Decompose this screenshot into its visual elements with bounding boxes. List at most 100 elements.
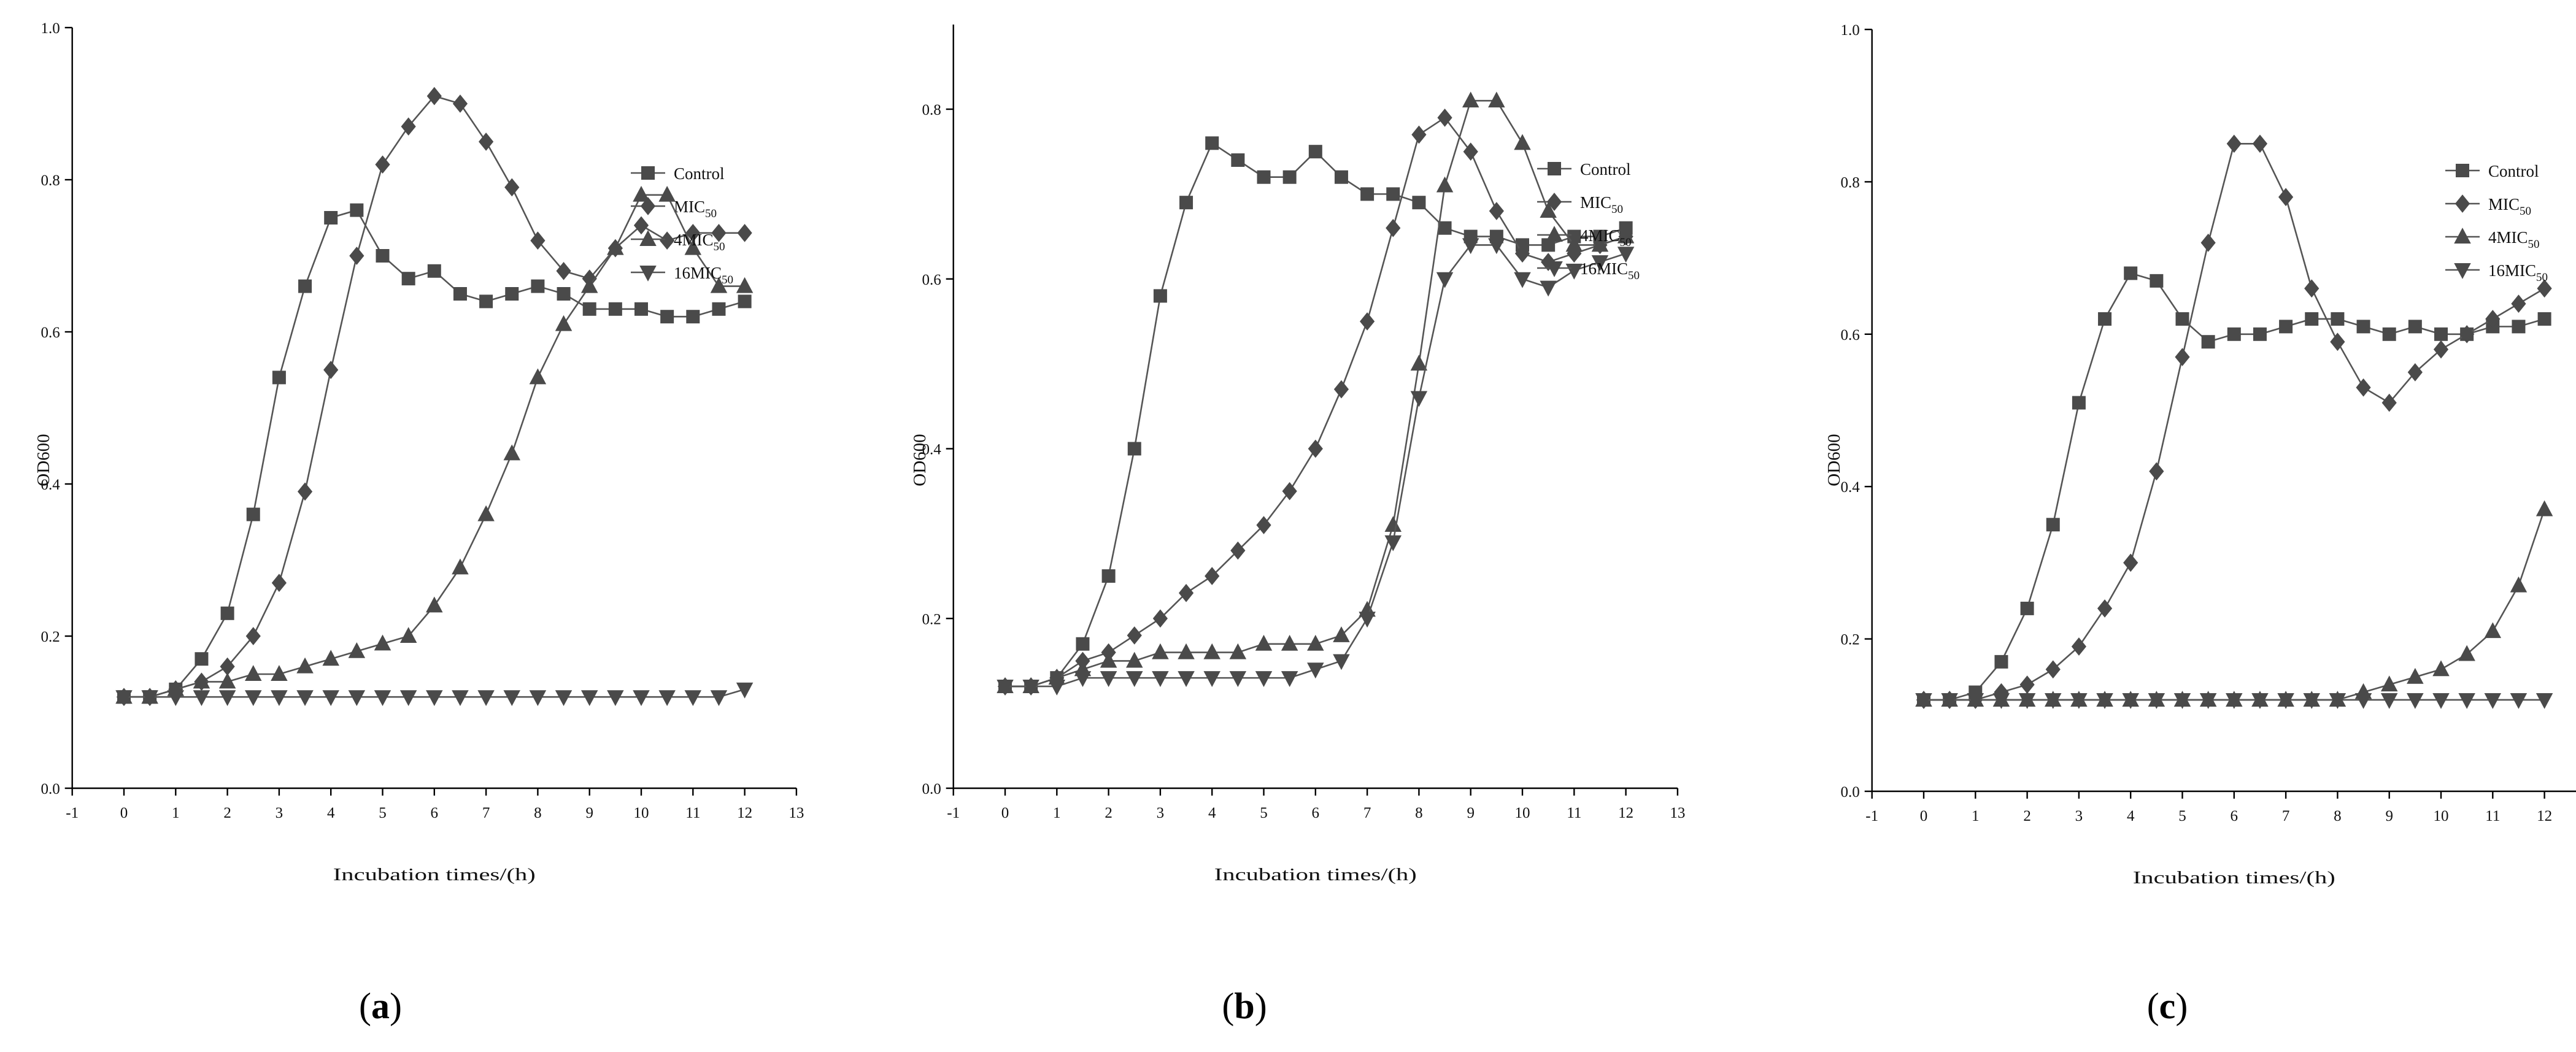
data-point-MIC50 xyxy=(297,482,313,501)
x-tick-label: -1 xyxy=(1865,808,1878,824)
data-point-MIC50 xyxy=(2097,599,2113,618)
x-tick-label: 2 xyxy=(2023,808,2031,824)
data-point-Control xyxy=(195,652,209,666)
data-point-16MIC50 xyxy=(2354,693,2372,709)
data-point-16MIC50 xyxy=(2251,693,2269,709)
data-point-Control xyxy=(1153,289,1167,303)
data-point-4MIC50 xyxy=(426,596,443,613)
data-point-Control xyxy=(2356,320,2370,334)
data-point-16MIC50 xyxy=(322,690,339,707)
data-point-MIC50 xyxy=(2330,332,2345,351)
legend-label-MIC50: MIC50 xyxy=(2488,195,2531,218)
y-tick-label: 0.4 xyxy=(40,477,60,493)
data-point-MIC50 xyxy=(2226,134,2242,153)
legend-label-main: Control xyxy=(1580,160,1631,179)
y-tick-label: 0.6 xyxy=(1840,327,1859,344)
y-axis-label: OD600 xyxy=(1824,434,1844,486)
x-tick-label: -1 xyxy=(947,805,960,821)
panel-letter: a xyxy=(371,986,390,1026)
data-point-MIC50 xyxy=(2278,188,2294,207)
data-point-MIC50 xyxy=(349,247,364,265)
data-point-4MIC50 xyxy=(607,239,624,255)
data-point-MIC50 xyxy=(2407,363,2423,382)
x-tick-label: 11 xyxy=(685,805,700,821)
data-point-Control xyxy=(1308,145,1322,159)
data-point-4MIC50 xyxy=(1333,626,1350,642)
chart-panel-c: -10123456789101112130.00.20.40.60.81.0In… xyxy=(1824,22,2576,888)
data-point-Control xyxy=(1360,187,1375,201)
legend-label-Control: Control xyxy=(1580,160,1631,179)
data-point-16MIC50 xyxy=(1074,671,1092,687)
data-point-16MIC50 xyxy=(218,690,236,707)
data-point-4MIC50 xyxy=(296,657,314,674)
data-point-16MIC50 xyxy=(1307,662,1324,679)
data-point-MIC50 xyxy=(2433,340,2449,359)
data-point-16MIC50 xyxy=(115,690,133,707)
data-point-16MIC50 xyxy=(1229,671,1247,687)
data-point-16MIC50 xyxy=(348,690,366,707)
data-point-4MIC50 xyxy=(580,277,598,293)
data-point-MIC50 xyxy=(737,223,752,242)
data-point-4MIC50 xyxy=(1565,236,1583,252)
data-point-16MIC50 xyxy=(426,690,443,707)
data-point-Control xyxy=(2046,518,2060,532)
legend-label-subscript: 50 xyxy=(714,240,725,253)
y-tick-label: 0.4 xyxy=(922,442,941,458)
data-point-Control xyxy=(1386,187,1400,201)
data-point-Control xyxy=(2331,312,2345,326)
series-line-Control xyxy=(124,209,745,698)
x-tick-label: 0 xyxy=(120,805,128,821)
legend-label-subscript: 50 xyxy=(2528,238,2540,251)
data-point-16MIC50 xyxy=(1488,238,1505,255)
x-axis-label: Incubation times/(h) xyxy=(2133,868,2335,888)
data-point-16MIC50 xyxy=(503,690,520,707)
data-point-4MIC50 xyxy=(1617,227,1635,244)
data-point-MIC50 xyxy=(245,627,261,645)
data-point-MIC50 xyxy=(1230,541,1246,560)
y-tick-label: 0.2 xyxy=(1840,632,1859,648)
data-point-16MIC50 xyxy=(1359,612,1376,628)
series-line-MIC50 xyxy=(1924,143,2545,701)
data-point-4MIC50 xyxy=(374,634,391,651)
legend-label-Control: Control xyxy=(2488,162,2539,180)
data-point-4MIC50 xyxy=(399,627,417,643)
data-point-16MIC50 xyxy=(2173,693,2191,709)
data-point-16MIC50 xyxy=(2380,693,2398,709)
data-point-4MIC50 xyxy=(1281,634,1298,651)
data-point-MIC50 xyxy=(271,574,287,593)
data-point-Control xyxy=(1438,221,1452,235)
data-point-16MIC50 xyxy=(1410,391,1428,407)
data-point-MIC50 xyxy=(2123,553,2138,572)
data-point-16MIC50 xyxy=(1617,247,1635,263)
data-point-Control xyxy=(324,211,338,225)
data-point-16MIC50 xyxy=(2226,693,2243,709)
data-point-16MIC50 xyxy=(1384,535,1402,551)
chart-panel-b: -1 0 1 2 3 4 5 6 7 8 9 10 11 12 130.00.20.40.60.8Incub… xyxy=(910,25,1685,885)
y-tick-label: 0.0 xyxy=(922,781,941,797)
data-point-Control xyxy=(298,279,312,293)
data-point-4MIC50 xyxy=(271,665,288,681)
x-tick-label: 7 xyxy=(1363,805,1371,821)
data-point-Control xyxy=(2537,312,2551,326)
data-point-Control xyxy=(2227,327,2241,341)
legend-marker-16MIC50 xyxy=(1546,261,1563,277)
data-point-MIC50 xyxy=(1463,142,1478,161)
data-point-MIC50 xyxy=(1514,244,1530,263)
x-tick-label: 3 xyxy=(276,805,283,821)
series-line-4MIC50 xyxy=(1005,99,1627,688)
panel-letter: b xyxy=(1234,986,1254,1026)
data-point-Control xyxy=(557,287,571,301)
data-point-Control xyxy=(376,249,390,263)
legend-marker-MIC50 xyxy=(2455,194,2470,213)
x-tick-label: 4 xyxy=(1208,805,1216,821)
data-point-16MIC50 xyxy=(1152,671,1169,687)
series-16MIC50 xyxy=(997,238,1635,696)
data-point-Control xyxy=(2434,327,2448,341)
legend-label-main: 4MIC xyxy=(1580,226,1620,245)
data-point-16MIC50 xyxy=(1915,693,1932,709)
data-point-4MIC50 xyxy=(658,185,676,202)
series-16MIC50 xyxy=(115,682,754,707)
data-point-4MIC50 xyxy=(322,650,339,666)
data-point-MIC50 xyxy=(1178,583,1194,602)
